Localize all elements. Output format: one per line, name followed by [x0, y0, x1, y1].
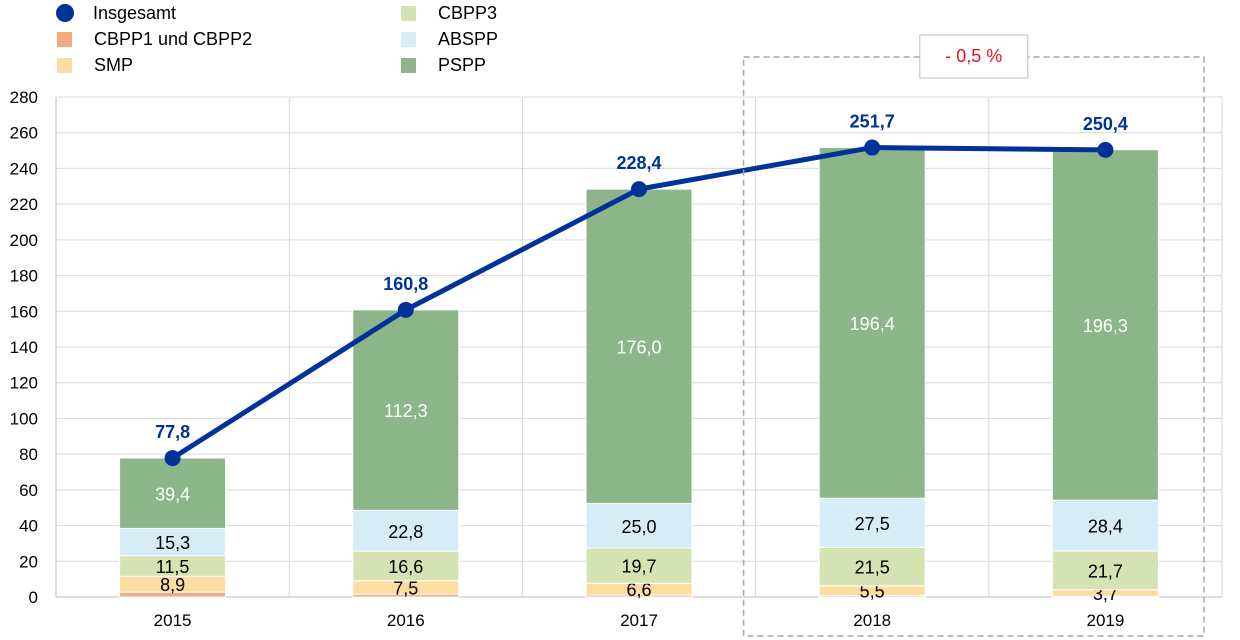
- legend-item-pspp: PSPP: [401, 53, 486, 77]
- total-point: [631, 181, 647, 198]
- bar-value-label: 8,9: [160, 575, 185, 595]
- y-tick-label: 100: [10, 409, 38, 428]
- legend-label: SMP: [94, 54, 134, 75]
- x-tick-label: 2017: [620, 611, 658, 630]
- bar-value-label: 28,4: [1088, 517, 1123, 537]
- bar-value-label: 22,8: [388, 522, 423, 542]
- bar-segment: [818, 497, 926, 548]
- bar-value-label: 196,3: [1083, 316, 1128, 336]
- x-tick-label: 2018: [853, 611, 891, 630]
- bar-segment: [818, 546, 926, 587]
- bar-value-label: 21,7: [1088, 561, 1123, 581]
- y-tick-label: 240: [10, 159, 38, 178]
- bar-value-label: 19,7: [621, 557, 656, 577]
- legend-item-cbpp1-cbpp2: CBPP1 und CBPP2: [57, 27, 252, 51]
- legend-item-insgesamt: Insgesamt: [56, 1, 176, 25]
- total-point: [864, 139, 881, 156]
- bar-value-label: 5,5: [860, 582, 885, 602]
- bar-value-label: 21,5: [855, 558, 890, 578]
- y-tick-label: 200: [10, 231, 38, 250]
- bar-segment: [818, 147, 926, 499]
- legend-label: ABSPP: [438, 28, 499, 49]
- y-tick-label: 120: [10, 374, 38, 393]
- total-value-label: 251,7: [850, 112, 895, 132]
- bar-value-label: 11,5: [156, 557, 190, 577]
- x-tick-label: 2015: [154, 611, 192, 630]
- legend-swatch: [57, 57, 72, 73]
- bar-value-label: 112,3: [384, 401, 428, 421]
- bar-value-label: 6,6: [626, 580, 651, 600]
- bar-segment: [119, 457, 227, 529]
- legend-item-smp: SMP: [57, 53, 133, 77]
- legend-swatch: [401, 31, 416, 47]
- bar-segment: [352, 550, 460, 582]
- y-tick-label: 260: [10, 124, 38, 143]
- y-tick-label: 0: [29, 588, 38, 607]
- legend: Insgesamt CBPP1 und CBPP2 SMP CBPP3 ABSP…: [0, 0, 1240, 80]
- legend-item-abspp: ABSPP: [401, 27, 498, 51]
- y-tick-label: 160: [10, 302, 38, 321]
- legend-label: PSPP: [438, 54, 487, 75]
- y-tick-label: 280: [10, 88, 38, 107]
- total-point: [397, 301, 414, 318]
- legend-label: CBPP1 und CBPP2: [94, 28, 253, 49]
- bar-segment: [119, 527, 227, 557]
- bar-segment: [1051, 550, 1159, 591]
- y-tick-label: 40: [19, 517, 38, 536]
- legend-swatch: [57, 31, 72, 47]
- bar-segment: [585, 547, 693, 584]
- legend-label: CBPP3: [438, 2, 498, 23]
- bar-value-label: 39,4: [155, 484, 190, 504]
- legend-swatch: [401, 5, 416, 21]
- change-annotation-text: - 0,5 %: [945, 46, 1002, 66]
- total-value-label: 250,4: [1083, 114, 1128, 134]
- legend-item-cbpp3: CBPP3: [401, 1, 497, 25]
- bar-value-label: 27,5: [855, 514, 890, 534]
- bar-value-label: 16,6: [388, 557, 423, 577]
- bar-value-label: 176,0: [616, 337, 661, 357]
- total-value-label: 228,4: [616, 153, 661, 173]
- bar-value-label: 25,0: [621, 517, 656, 537]
- x-tick-label: 2016: [387, 611, 425, 630]
- bar-segment: [585, 502, 693, 549]
- y-tick-label: 180: [10, 267, 38, 286]
- bar-segment: [1051, 499, 1159, 552]
- legend-label: Insgesamt: [93, 2, 177, 23]
- bar-value-label: 15,3: [155, 533, 190, 553]
- y-tick-label: 60: [19, 481, 38, 500]
- y-tick-label: 140: [10, 338, 38, 357]
- bar-segment: [585, 188, 693, 504]
- y-tick-label: 20: [19, 552, 38, 571]
- legend-dot-marker: [56, 4, 74, 22]
- total-value-label: 77,8: [155, 422, 190, 442]
- bar-value-label: 196,4: [850, 314, 895, 334]
- total-point: [164, 450, 181, 467]
- bar-segment: [1051, 149, 1159, 501]
- total-point: [1097, 141, 1114, 158]
- bar-value-label: 7,5: [393, 578, 418, 598]
- change-annotation-box: [919, 34, 1029, 79]
- x-tick-label: 2019: [1086, 611, 1124, 630]
- y-tick-label: 220: [10, 195, 38, 214]
- legend-swatch: [401, 57, 416, 73]
- y-tick-label: 80: [19, 445, 38, 464]
- total-value-label: 160,8: [383, 274, 428, 294]
